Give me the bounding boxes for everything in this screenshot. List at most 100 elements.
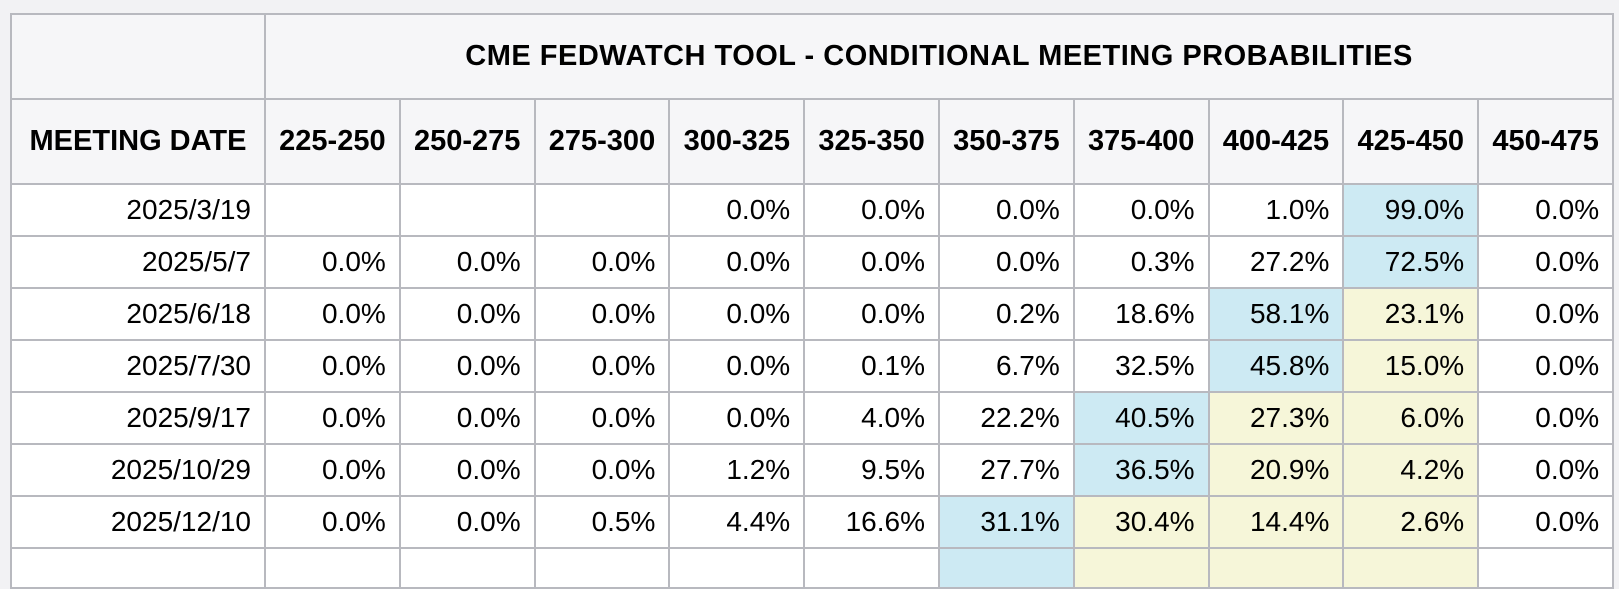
probability-cell: 9.5% bbox=[803, 443, 940, 497]
probability-cell: 0.0% bbox=[668, 391, 806, 445]
column-header-rate-range: 400-425 bbox=[1207, 98, 1345, 185]
table-row: 2025/5/7 0.0% 0.0% 0.0% 0.0% 0.0% 0.0% 0.3% 27.2… bbox=[10, 235, 1615, 289]
probability-cell: 45.8% bbox=[1207, 339, 1345, 393]
probability-cell: 58.1% bbox=[1207, 287, 1345, 341]
probability-cell: 40.5% bbox=[1072, 391, 1210, 445]
probability-cell: 1.2% bbox=[668, 443, 806, 497]
probability-cell bbox=[533, 547, 671, 589]
probability-cell: 0.1% bbox=[803, 339, 940, 393]
probability-cell: 0.0% bbox=[668, 235, 806, 289]
probability-cell: 0.0% bbox=[398, 495, 536, 549]
probability-cell: 0.0% bbox=[937, 183, 1075, 237]
probability-cell: 0.0% bbox=[398, 235, 536, 289]
probability-cell: 0.0% bbox=[1477, 391, 1615, 445]
probability-cell: 0.0% bbox=[398, 391, 536, 445]
title-row: CME FEDWATCH TOOL - CONDITIONAL MEETING … bbox=[10, 13, 1615, 100]
probability-cell: 0.0% bbox=[264, 443, 401, 497]
meeting-date-cell: 2025/9/17 bbox=[10, 391, 266, 445]
probability-cell: 0.0% bbox=[937, 235, 1075, 289]
probability-cell: 4.2% bbox=[1342, 443, 1480, 497]
probability-cell: 72.5% bbox=[1342, 235, 1480, 289]
fedwatch-probabilities-table: CME FEDWATCH TOOL - CONDITIONAL MEETING … bbox=[10, 13, 1615, 589]
meeting-date-cell: 2025/5/7 bbox=[10, 235, 266, 289]
probability-cell: 30.4% bbox=[1072, 495, 1210, 549]
column-header-rate-range: 225-250 bbox=[264, 98, 401, 185]
probability-cell bbox=[803, 547, 940, 589]
probability-cell: 0.0% bbox=[533, 339, 671, 393]
probability-cell: 0.0% bbox=[1477, 235, 1615, 289]
probability-cell: 20.9% bbox=[1207, 443, 1345, 497]
probability-cell: 0.0% bbox=[668, 287, 806, 341]
probability-cell: 0.0% bbox=[533, 287, 671, 341]
column-header-meeting-date: MEETING DATE bbox=[10, 98, 266, 185]
table-row: 2025/7/30 0.0% 0.0% 0.0% 0.0% 0.1% 6.7% 32.5% 45… bbox=[10, 339, 1615, 393]
table-title: CME FEDWATCH TOOL - CONDITIONAL MEETING … bbox=[263, 13, 1615, 100]
probability-cell: 99.0% bbox=[1342, 183, 1480, 237]
probability-cell: 0.0% bbox=[533, 443, 671, 497]
probability-cell: 23.1% bbox=[1342, 287, 1480, 341]
probability-cell: 15.0% bbox=[1342, 339, 1480, 393]
meeting-date-cell bbox=[10, 547, 266, 589]
table-row: 2025/10/29 0.0% 0.0% 0.0% 1.2% 9.5% 27.7% 36.5%… bbox=[10, 443, 1615, 497]
probability-cell bbox=[1072, 547, 1210, 589]
probability-cell bbox=[533, 183, 671, 237]
probability-cell bbox=[264, 183, 401, 237]
probability-cell bbox=[398, 183, 536, 237]
probability-cell: 14.4% bbox=[1207, 495, 1345, 549]
probability-cell: 22.2% bbox=[937, 391, 1075, 445]
probability-cell: 1.0% bbox=[1207, 183, 1345, 237]
probability-cell: 27.7% bbox=[937, 443, 1075, 497]
meeting-date-cell: 2025/6/18 bbox=[10, 287, 266, 341]
column-header-rate-range: 350-375 bbox=[937, 98, 1075, 185]
probability-cell: 27.3% bbox=[1207, 391, 1345, 445]
probability-cell: 31.1% bbox=[937, 495, 1075, 549]
column-header-rate-range: 450-475 bbox=[1477, 98, 1615, 185]
probability-cell: 0.0% bbox=[533, 391, 671, 445]
probability-cell: 0.0% bbox=[264, 287, 401, 341]
probability-cell bbox=[668, 547, 806, 589]
probability-cell: 18.6% bbox=[1072, 287, 1210, 341]
probability-cell: 0.0% bbox=[803, 235, 940, 289]
column-header-rate-range: 300-325 bbox=[668, 98, 806, 185]
probability-cell: 0.0% bbox=[398, 287, 536, 341]
corner-empty-cell bbox=[10, 13, 266, 100]
probability-cell: 0.0% bbox=[1477, 495, 1615, 549]
probability-cell: 0.0% bbox=[398, 443, 536, 497]
table-row: 2025/6/18 0.0% 0.0% 0.0% 0.0% 0.0% 0.2% 18.6% 58… bbox=[10, 287, 1615, 341]
table-row: 2025/9/17 0.0% 0.0% 0.0% 0.0% 4.0% 22.2% 40.5% 2… bbox=[10, 391, 1615, 445]
column-header-row: MEETING DATE 225-250 250-275 275-300 300… bbox=[10, 98, 1615, 185]
probability-cell: 0.0% bbox=[803, 287, 940, 341]
probability-cell: 0.0% bbox=[668, 339, 806, 393]
probability-cell: 0.0% bbox=[1477, 287, 1615, 341]
meeting-date-cell: 2025/3/19 bbox=[10, 183, 266, 237]
probability-cell: 0.0% bbox=[803, 183, 940, 237]
column-header-rate-range: 275-300 bbox=[533, 98, 671, 185]
probability-cell: 6.0% bbox=[1342, 391, 1480, 445]
probability-cell bbox=[398, 547, 536, 589]
probability-cell: 0.0% bbox=[264, 391, 401, 445]
probability-cell: 0.0% bbox=[264, 339, 401, 393]
probability-cell: 0.0% bbox=[1477, 183, 1615, 237]
probability-cell: 4.0% bbox=[803, 391, 940, 445]
table-row-partial bbox=[10, 547, 1615, 589]
probability-cell: 36.5% bbox=[1072, 443, 1210, 497]
probability-cell: 4.4% bbox=[668, 495, 806, 549]
probability-cell bbox=[1342, 547, 1480, 589]
probability-cell: 0.0% bbox=[533, 235, 671, 289]
table-body: 2025/3/19 0.0% 0.0% 0.0% 0.0% 1.0% 99.0% 0.0% 20… bbox=[10, 183, 1615, 589]
table-row: 2025/3/19 0.0% 0.0% 0.0% 0.0% 1.0% 99.0% 0.0% bbox=[10, 183, 1615, 237]
meeting-date-cell: 2025/10/29 bbox=[10, 443, 266, 497]
probability-cell: 0.0% bbox=[398, 339, 536, 393]
probability-cell: 0.0% bbox=[1072, 183, 1210, 237]
probability-cell: 0.3% bbox=[1072, 235, 1210, 289]
column-header-rate-range: 375-400 bbox=[1072, 98, 1210, 185]
probability-cell: 27.2% bbox=[1207, 235, 1345, 289]
probability-cell: 32.5% bbox=[1072, 339, 1210, 393]
probability-cell: 0.5% bbox=[533, 495, 671, 549]
probability-cell: 0.0% bbox=[1477, 339, 1615, 393]
probability-cell bbox=[264, 547, 401, 589]
probability-cell bbox=[937, 547, 1075, 589]
probability-cell: 16.6% bbox=[803, 495, 940, 549]
probability-cell: 0.2% bbox=[937, 287, 1075, 341]
probability-cell bbox=[1207, 547, 1345, 589]
